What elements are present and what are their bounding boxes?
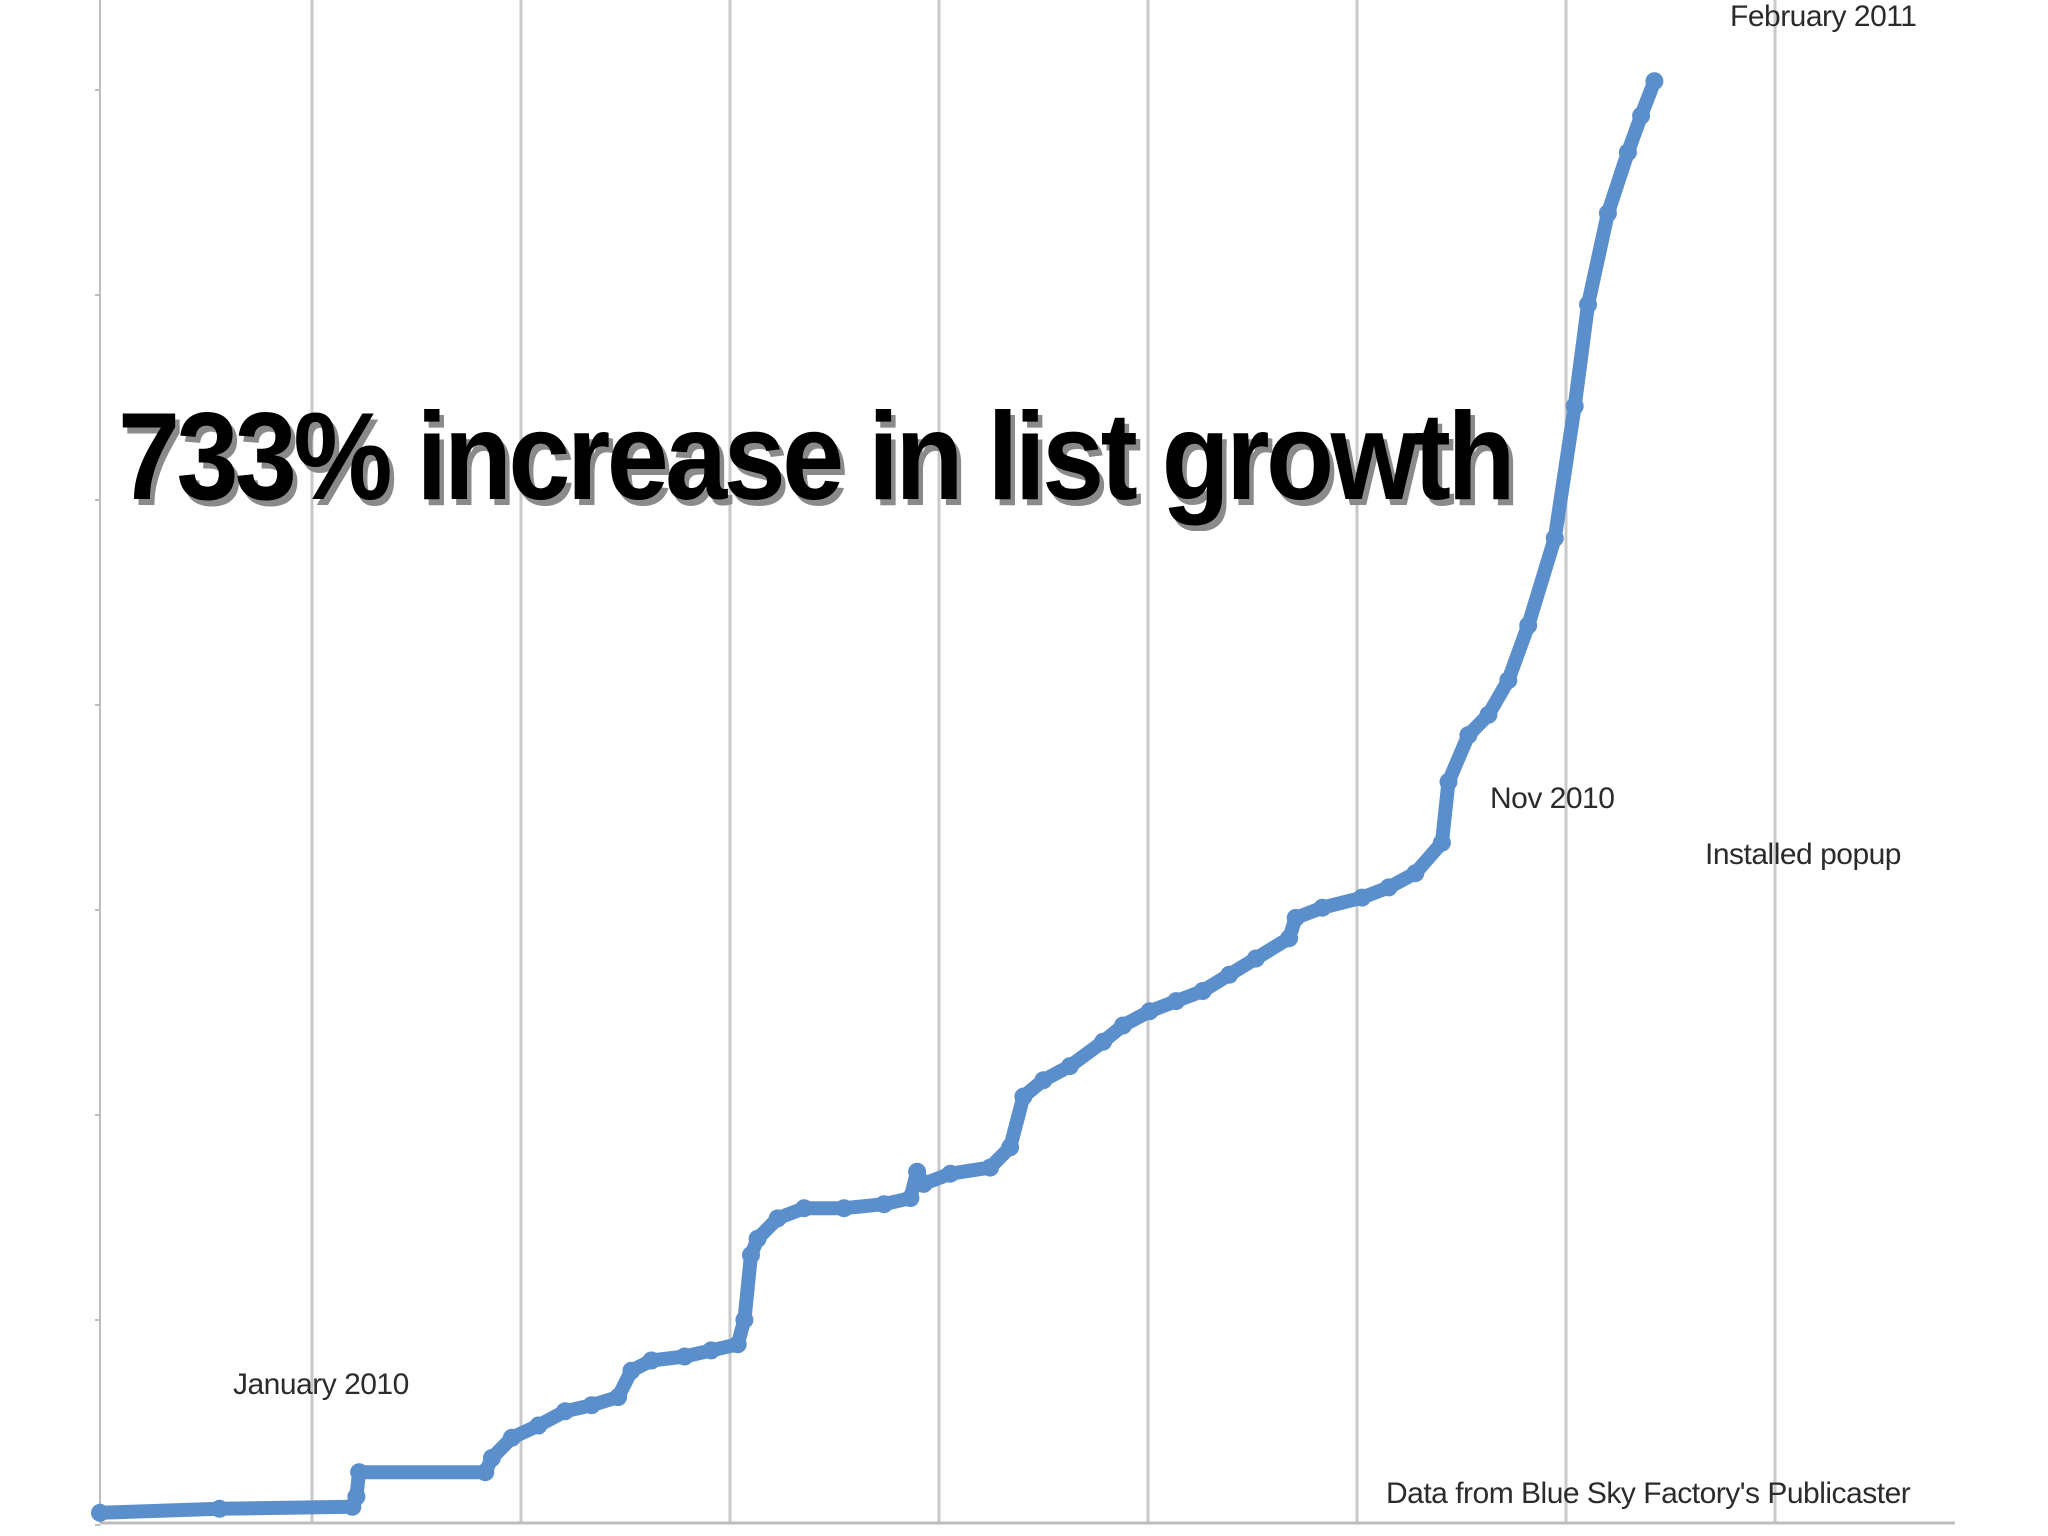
- data-point: [210, 1499, 229, 1518]
- data-point: [1479, 705, 1498, 724]
- annotation-nov-2010: Nov 2010: [1490, 782, 1614, 815]
- data-point: [1094, 1032, 1113, 1051]
- data-point: [1220, 965, 1239, 984]
- data-point: [1014, 1087, 1033, 1106]
- gridlines: [310, 0, 1777, 1523]
- data-point: [1439, 772, 1458, 791]
- data-point: [1459, 726, 1478, 745]
- data-point: [795, 1199, 814, 1218]
- data-point: [1379, 878, 1398, 897]
- data-point: [702, 1341, 721, 1360]
- data-point: [728, 1335, 747, 1354]
- data-point: [981, 1158, 1000, 1177]
- data-point: [1280, 929, 1299, 948]
- data-point: [1286, 908, 1305, 927]
- data-point: [1193, 982, 1212, 1000]
- data-point: [735, 1310, 754, 1329]
- annotations: January 2010 Nov 2010 Installed popup Fe…: [233, 0, 1917, 1510]
- data-point: [1140, 1002, 1159, 1021]
- data-point: [901, 1189, 920, 1208]
- axes: [95, 0, 1955, 1526]
- annotation-february-2011: February 2011: [1730, 0, 1916, 33]
- data-point: [1406, 864, 1425, 883]
- data-source-note: Data from Blue Sky Factory's Publicaster: [1386, 1477, 1911, 1510]
- data-point: [1353, 888, 1372, 907]
- data-point: [675, 1347, 694, 1366]
- data-point: [1034, 1071, 1053, 1090]
- data-point: [1519, 616, 1538, 635]
- data-point: [1313, 898, 1332, 917]
- data-point: [1001, 1138, 1020, 1157]
- data-point: [622, 1361, 641, 1380]
- series-line-0: [93, 74, 1662, 1520]
- headline: 733% increase in list growth: [118, 388, 1516, 526]
- data-point: [1060, 1057, 1079, 1076]
- data-point: [1246, 949, 1265, 968]
- data-point: [748, 1229, 767, 1248]
- data-point: [768, 1209, 787, 1228]
- data-series: [91, 72, 1664, 1522]
- data-point: [941, 1164, 960, 1183]
- data-point: [350, 1463, 369, 1482]
- data-point: [556, 1402, 574, 1421]
- data-point: [1598, 204, 1617, 223]
- data-point: [1114, 1016, 1132, 1035]
- data-point: [1499, 671, 1518, 690]
- data-point: [582, 1396, 601, 1415]
- data-point: [1632, 106, 1651, 125]
- data-point: [529, 1416, 548, 1435]
- data-point: [1579, 295, 1597, 314]
- data-point: [91, 1503, 109, 1522]
- data-point: [476, 1463, 495, 1482]
- annotation-january-2010: January 2010: [233, 1368, 409, 1401]
- data-point: [482, 1449, 501, 1467]
- data-point: [502, 1428, 521, 1447]
- data-point: [914, 1174, 933, 1193]
- data-point: [835, 1199, 853, 1218]
- data-point: [874, 1195, 893, 1214]
- data-point: [642, 1351, 661, 1370]
- data-point: [742, 1246, 760, 1264]
- data-point: [609, 1388, 628, 1407]
- data-point: [1618, 143, 1637, 162]
- data-point: [1432, 833, 1451, 852]
- data-point: [347, 1487, 366, 1506]
- data-point: [1167, 992, 1186, 1011]
- annotation-installed-popup: Installed popup: [1705, 838, 1901, 871]
- data-point: [1545, 529, 1564, 548]
- data-point: [1645, 72, 1664, 91]
- data-point: [1565, 397, 1584, 416]
